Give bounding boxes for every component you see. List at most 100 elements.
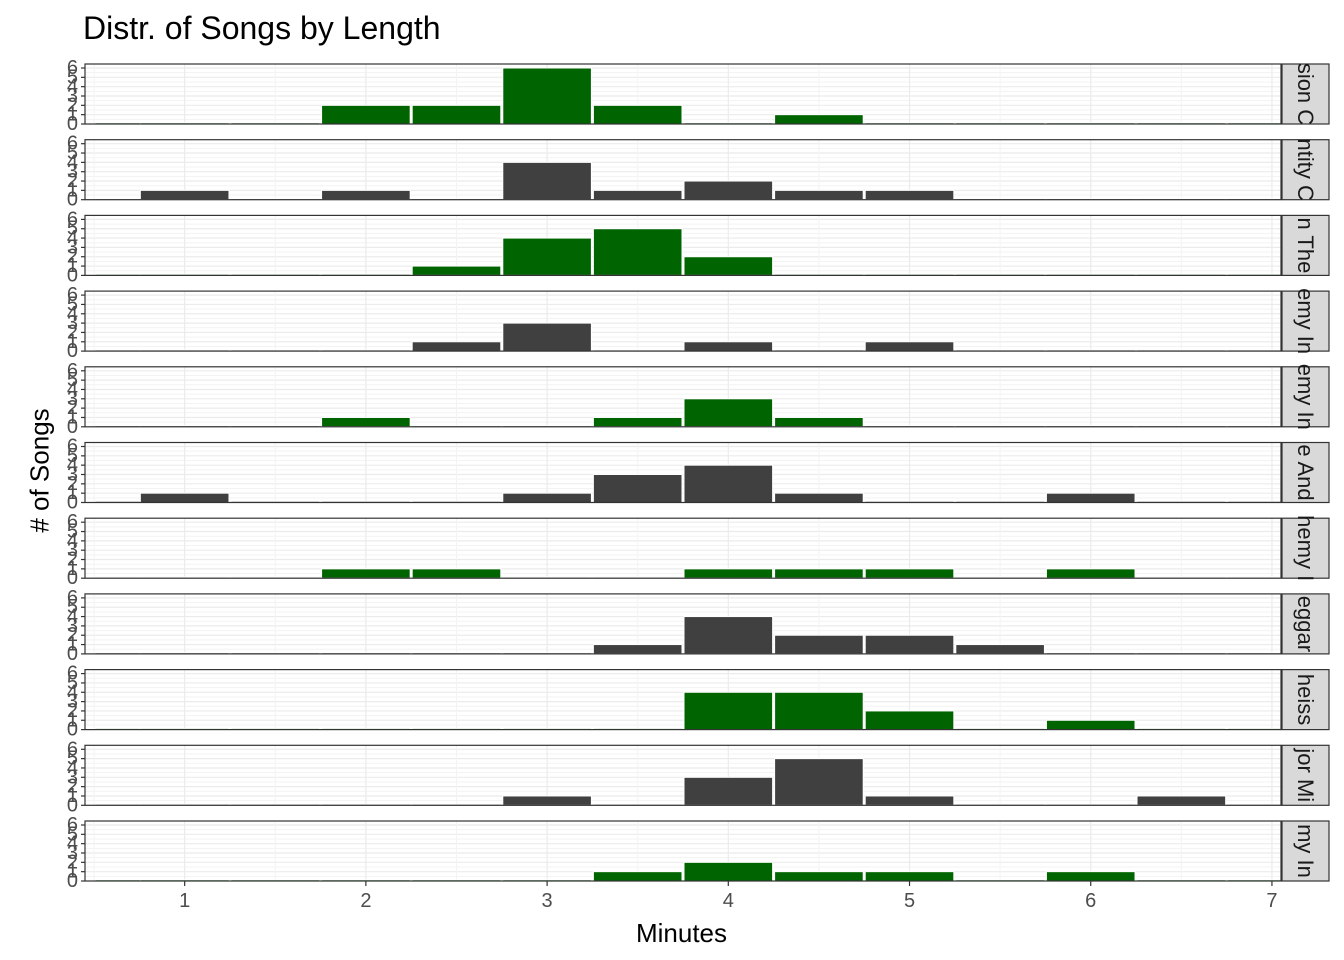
y-tick-label: 5 — [67, 521, 78, 543]
histogram-bar — [411, 265, 502, 276]
panel-border — [84, 744, 1282, 806]
y-tick-label: 2 — [67, 321, 78, 343]
facet-strip-label: ntity C — [1293, 139, 1318, 201]
y-tick-label: 6 — [67, 511, 78, 533]
panel-background — [85, 215, 1281, 276]
y-tick-label: 5 — [67, 748, 78, 770]
histogram-bar — [683, 691, 774, 731]
facet-strip-label: emy In — [1293, 288, 1318, 354]
facet-strip — [1281, 441, 1330, 504]
panel-border — [84, 820, 1282, 882]
histogram-bar — [139, 492, 230, 503]
histogram-bar — [1045, 492, 1136, 503]
y-tick-label: 4 — [67, 833, 78, 855]
y-tick-label: 3 — [67, 766, 78, 788]
y-tick-label: 3 — [67, 85, 78, 107]
y-tick-label: 0 — [67, 113, 78, 135]
y-tick-label: 6 — [67, 738, 78, 760]
x-tick-label: 6 — [1085, 890, 1096, 912]
y-tick-label: 0 — [67, 340, 78, 362]
y-tick-label: 0 — [67, 416, 78, 438]
y-tick-label: 1 — [67, 709, 78, 731]
y-tick-label: 2 — [67, 94, 78, 116]
y-tick-label: 2 — [67, 700, 78, 722]
histogram-bar — [683, 568, 774, 579]
y-tick-label: 4 — [67, 530, 78, 552]
y-tick-label: 0 — [67, 492, 78, 514]
histogram-bar — [774, 691, 864, 731]
y-tick-label: 3 — [67, 539, 78, 561]
y-tick-label: 3 — [67, 388, 78, 410]
histogram-bar — [592, 189, 683, 201]
histogram-bar — [774, 758, 864, 806]
histogram-bar — [683, 256, 774, 276]
y-tick-label: 6 — [67, 587, 78, 609]
y-tick-label: 6 — [67, 436, 78, 458]
y-tick-label: 6 — [67, 208, 78, 230]
y-tick-label: 4 — [67, 454, 78, 476]
y-tick-label: 6 — [67, 133, 78, 155]
panel-background — [85, 669, 1281, 730]
histogram-bar — [592, 474, 683, 503]
x-tick-label: 2 — [360, 890, 371, 912]
y-tick-label: 4 — [67, 606, 78, 628]
histogram-bar — [321, 189, 411, 201]
facet-strip-label: e And — [1293, 444, 1318, 500]
y-tick-label: 5 — [67, 66, 78, 88]
y-tick-label: 5 — [67, 142, 78, 164]
panel-background — [85, 745, 1281, 806]
facet-strip-label: eggar — [1293, 596, 1318, 652]
facet-strip-label: hemy I — [1293, 515, 1318, 581]
histogram-bar — [683, 341, 774, 352]
panel-border — [84, 593, 1282, 655]
y-tick-label: 3 — [67, 615, 78, 637]
panel-background — [85, 291, 1281, 352]
histogram-bar — [1045, 719, 1136, 731]
panel-background — [85, 366, 1281, 427]
y-tick-label: 4 — [67, 681, 78, 703]
y-tick-label: 1 — [67, 558, 78, 580]
y-tick-label: 2 — [67, 397, 78, 419]
panel-background — [85, 821, 1281, 881]
facet-strip — [1281, 290, 1330, 352]
y-tick-label: 0 — [67, 643, 78, 665]
y-tick-label: 1 — [67, 482, 78, 504]
facet-strip — [1281, 63, 1330, 125]
facet-strip — [1281, 593, 1330, 655]
y-tick-label: 5 — [67, 672, 78, 694]
facet-strip — [1281, 214, 1330, 276]
y-tick-label: 2 — [67, 851, 78, 873]
x-tick-label: 1 — [179, 890, 190, 912]
y-tick-label: 4 — [67, 227, 78, 249]
y-tick-label: 5 — [67, 218, 78, 240]
y-tick-label: 2 — [67, 549, 78, 571]
histogram-bar — [592, 416, 683, 428]
y-tick-label: 5 — [67, 445, 78, 467]
histogram-bar — [139, 189, 230, 201]
histogram-bar — [1045, 871, 1136, 882]
y-tick-label: 3 — [67, 842, 78, 864]
panel-border — [84, 214, 1282, 276]
panel-background — [85, 139, 1281, 200]
y-tick-label: 1 — [67, 861, 78, 883]
y-tick-label: 2 — [67, 776, 78, 798]
facet-strip-label: my In — [1293, 824, 1318, 878]
histogram-bar — [774, 492, 864, 503]
panel-border — [84, 366, 1282, 428]
y-tick-label: 1 — [67, 785, 78, 807]
histogram-bar — [502, 322, 592, 352]
histogram-bar — [774, 568, 864, 579]
y-tick-label: 3 — [67, 464, 78, 486]
x-axis-label: Minutes — [635, 918, 728, 948]
x-tick-label: 7 — [1266, 890, 1277, 912]
histogram-bar — [864, 189, 955, 201]
y-tick-label: 2 — [67, 246, 78, 268]
y-tick-label: 6 — [67, 663, 78, 685]
y-tick-label: 2 — [67, 624, 78, 646]
panel-border — [84, 139, 1282, 201]
histogram-bar — [411, 568, 502, 579]
histogram-bar — [683, 776, 774, 806]
histogram-bar — [502, 795, 592, 806]
histogram-bar — [864, 871, 955, 882]
histogram-bar — [774, 416, 864, 428]
